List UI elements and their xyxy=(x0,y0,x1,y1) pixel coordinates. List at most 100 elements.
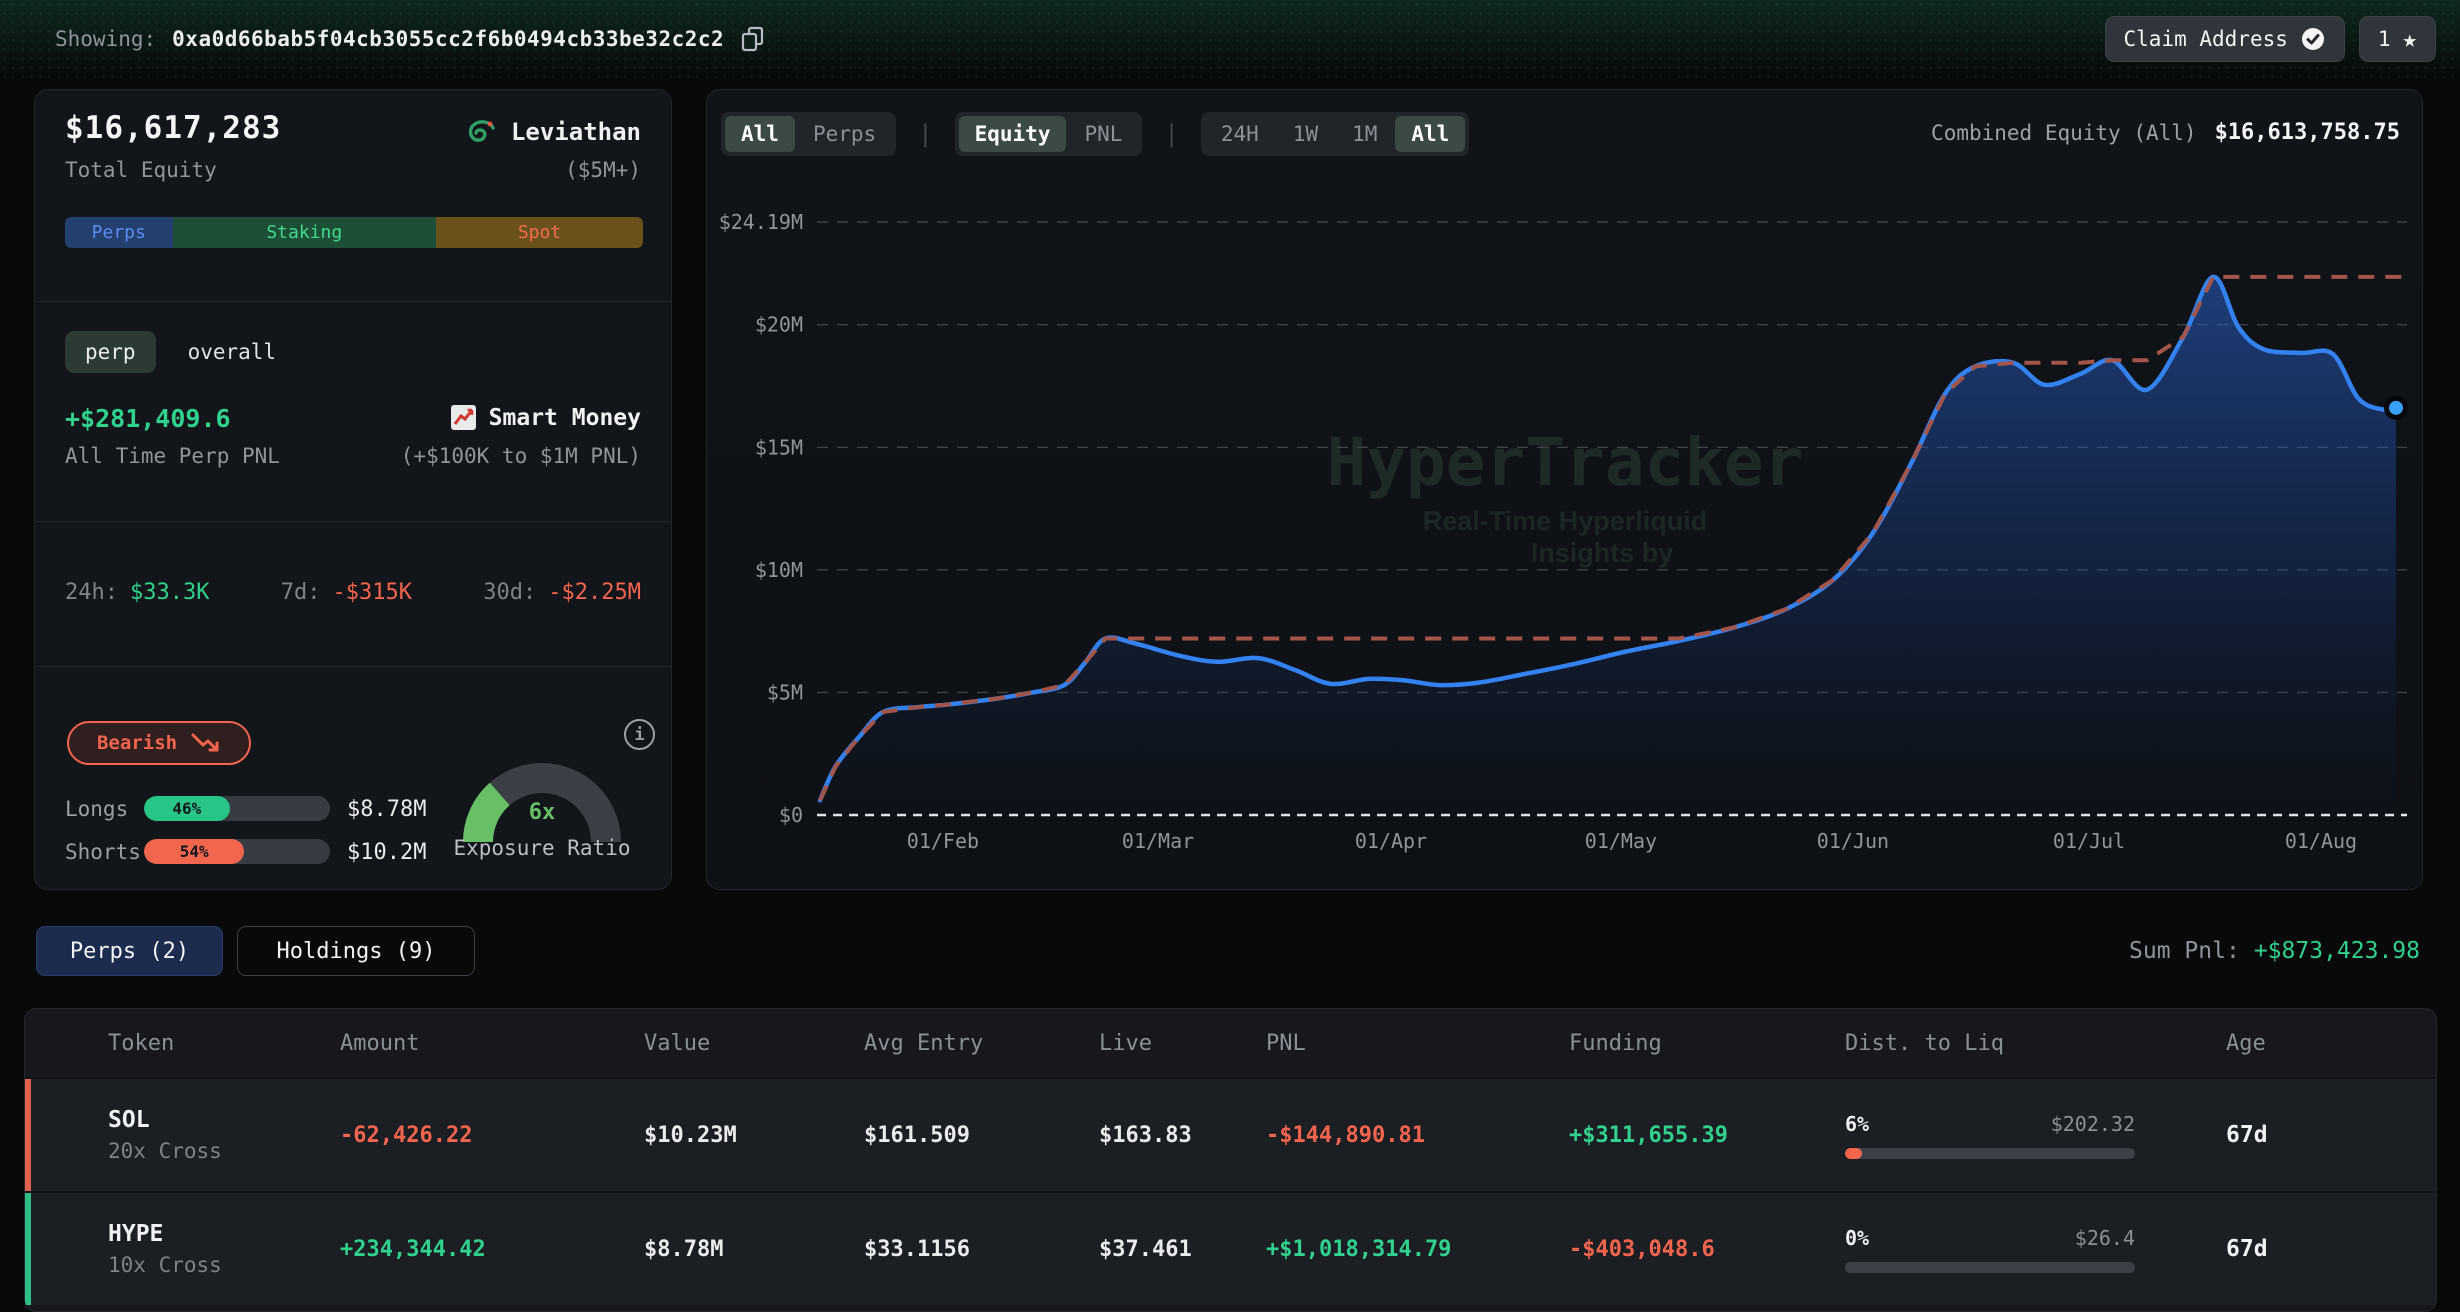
trader-tier: ($5M+) xyxy=(565,158,641,182)
cell-age: 67d xyxy=(2226,1122,2436,1148)
watchlist-button[interactable]: 1 ★ xyxy=(2359,16,2436,62)
chart-watermark: HyperTrackerReal-Time HyperliquidInsight… xyxy=(1327,424,1804,568)
smart-money-label: Smart Money xyxy=(489,405,641,431)
svg-text:$20M: $20M xyxy=(755,313,803,337)
toggle-separator: | xyxy=(918,120,932,148)
token-name: HYPE xyxy=(108,1221,340,1247)
all-time-pnl-value: +$281,409.6 xyxy=(65,404,231,433)
col-value: Value xyxy=(644,1031,864,1056)
divider xyxy=(35,301,671,302)
tab-holdings[interactable]: Holdings (9) xyxy=(237,926,475,976)
svg-text:$24.19M: $24.19M xyxy=(719,210,803,234)
liq-bar xyxy=(1845,1148,2135,1159)
col-age: Age xyxy=(2226,1031,2436,1056)
showing-label: Showing: xyxy=(55,27,156,51)
stat-7d-label: 7d: xyxy=(281,580,321,605)
exposure-ratio-label: Exposure Ratio xyxy=(405,836,679,860)
chart-toggles: All Perps | Equity PNL | 24H 1W 1M All xyxy=(721,112,1469,156)
copy-address-icon[interactable] xyxy=(740,25,766,53)
scope-perp-pill[interactable]: perp xyxy=(65,331,156,373)
dragon-avatar-icon xyxy=(463,114,499,150)
row-accent xyxy=(25,1193,31,1305)
svg-text:01/May: 01/May xyxy=(1585,829,1657,853)
col-dist-to-liq: Dist. to Liq xyxy=(1845,1031,2226,1056)
cell-age: 67d xyxy=(2226,1236,2436,1262)
stat-24h: 24h: $33.3K xyxy=(65,580,209,605)
cell-value: $10.23M xyxy=(644,1123,864,1148)
allocation-perps[interactable]: Perps xyxy=(65,217,173,248)
svg-text:$10M: $10M xyxy=(755,558,803,582)
cell-pnl: +$1,018,314.79 xyxy=(1266,1237,1569,1262)
metric-pnl-button[interactable]: PNL xyxy=(1068,116,1138,152)
sum-pnl-label: Sum Pnl: xyxy=(2129,938,2240,964)
col-amount: Amount xyxy=(340,1031,644,1056)
col-avg-entry: Avg Entry xyxy=(864,1031,1099,1056)
cell-live: $37.461 xyxy=(1099,1237,1266,1262)
range-all-button[interactable]: All xyxy=(1395,116,1465,152)
svg-text:01/Aug: 01/Aug xyxy=(2285,829,2357,853)
longs-pct: 46% xyxy=(172,799,201,818)
combined-equity: Combined Equity (All) $16,613,758.75 xyxy=(1931,120,2400,145)
smart-money-range: (+$100K to $1M PNL) xyxy=(401,444,641,468)
tab-perps[interactable]: Perps (2) xyxy=(36,926,223,976)
chart-x-labels: 01/Feb01/Mar01/Apr01/May01/Jun01/Jul01/A… xyxy=(907,829,2357,853)
scope-perps-button[interactable]: Perps xyxy=(797,116,892,152)
col-token: Token xyxy=(108,1031,340,1056)
longs-bar: 46% xyxy=(144,796,330,821)
equity-chart[interactable]: HyperTrackerReal-Time HyperliquidInsight… xyxy=(707,90,2424,891)
scope-all-button[interactable]: All xyxy=(725,116,795,152)
range-toggle: 24H 1W 1M All xyxy=(1201,112,1469,156)
svg-text:Insights by: Insights by xyxy=(1531,538,1674,568)
svg-text:$15M: $15M xyxy=(755,435,803,459)
stat-30d-value: -$2.25M xyxy=(548,580,641,605)
svg-text:01/Mar: 01/Mar xyxy=(1122,829,1194,853)
cell-pnl: -$144,890.81 xyxy=(1266,1123,1569,1148)
showing-address: Showing: 0xa0d66bab5f04cb3055cc2f6b0494c… xyxy=(55,25,766,53)
sum-pnl-value: +$873,423.98 xyxy=(2254,938,2420,964)
sentiment-badge: Bearish xyxy=(67,721,251,765)
table-header: Token Amount Value Avg Entry Live PNL Fu… xyxy=(25,1009,2436,1077)
svg-text:01/Jun: 01/Jun xyxy=(1817,829,1889,853)
liq-price: $26.4 xyxy=(2075,1226,2135,1250)
stat-7d: 7d: -$315K xyxy=(281,580,412,605)
metric-equity-button[interactable]: Equity xyxy=(959,116,1067,152)
longs-value: $8.78M xyxy=(347,797,426,822)
col-live: Live xyxy=(1099,1031,1266,1056)
wallet-address: 0xa0d66bab5f04cb3055cc2f6b0494cb33be32c2… xyxy=(172,27,724,51)
allocation-spot[interactable]: Spot xyxy=(436,217,643,248)
allocation-staking[interactable]: Staking xyxy=(173,217,437,248)
range-24h-button[interactable]: 24H xyxy=(1205,116,1275,152)
row-accent xyxy=(25,1079,31,1191)
divider xyxy=(35,666,671,667)
cell-dist-to-liq: 6% $202.32 xyxy=(1845,1112,2135,1159)
scope-overall[interactable]: overall xyxy=(188,340,277,364)
liq-price: $202.32 xyxy=(2051,1112,2135,1136)
range-1w-button[interactable]: 1W xyxy=(1277,116,1334,152)
cell-avg-entry: $33.1156 xyxy=(864,1237,1099,1262)
total-equity-label: Total Equity xyxy=(65,158,217,182)
shorts-pct: 54% xyxy=(180,842,209,861)
col-pnl: PNL xyxy=(1266,1031,1569,1056)
token-name: SOL xyxy=(108,1107,340,1133)
shorts-bar: 54% xyxy=(144,839,330,864)
chart-increasing-icon xyxy=(450,404,477,431)
shorts-label: Shorts xyxy=(65,840,141,864)
liq-percent: 6% xyxy=(1845,1112,1869,1136)
claim-address-button[interactable]: Claim Address xyxy=(2105,16,2345,62)
stat-24h-value: $33.3K xyxy=(130,580,209,605)
longs-fill: 46% xyxy=(144,796,230,821)
toggle-separator: | xyxy=(1164,120,1178,148)
claim-address-label: Claim Address xyxy=(2124,27,2288,51)
cell-live: $163.83 xyxy=(1099,1123,1266,1148)
combined-equity-label: Combined Equity (All) xyxy=(1931,121,2197,145)
positions-table: Token Amount Value Avg Entry Live PNL Fu… xyxy=(24,1008,2437,1312)
svg-text:$0: $0 xyxy=(779,803,803,827)
liq-bar xyxy=(1845,1262,2135,1273)
svg-text:01/Jul: 01/Jul xyxy=(2053,829,2125,853)
range-1m-button[interactable]: 1M xyxy=(1336,116,1393,152)
trader-name: Leviathan xyxy=(511,118,641,146)
table-row-hype[interactable]: HYPE 10x Cross +234,344.42 $8.78M $33.11… xyxy=(25,1191,2436,1305)
stat-7d-value: -$315K xyxy=(333,580,412,605)
allocation-bar: Perps Staking Spot xyxy=(65,217,643,248)
table-row-sol[interactable]: SOL 20x Cross -62,426.22 $10.23M $161.50… xyxy=(25,1077,2436,1191)
